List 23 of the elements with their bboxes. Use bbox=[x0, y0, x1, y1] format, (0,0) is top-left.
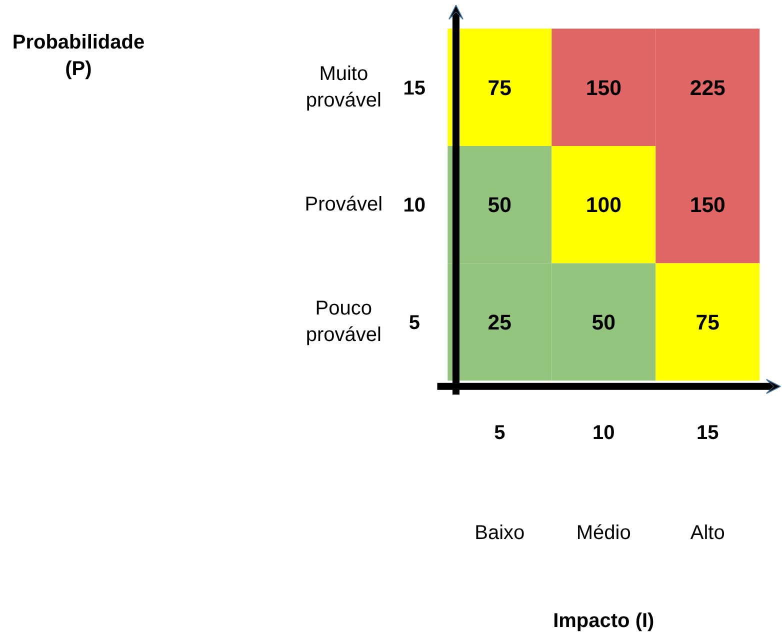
y-tick-label: 15 bbox=[403, 77, 426, 100]
data-label: 25 bbox=[488, 310, 512, 334]
data-label: 75 bbox=[696, 310, 720, 334]
data-label: 225 bbox=[690, 76, 726, 100]
y-tick-label: 10 bbox=[403, 194, 426, 217]
data-label: 100 bbox=[586, 193, 622, 218]
data-label: 150 bbox=[586, 76, 622, 100]
x-tick-label: 10 bbox=[592, 422, 615, 444]
x-tick-label: 15 bbox=[696, 422, 719, 444]
y2-tick-label: Provável bbox=[304, 194, 383, 216]
data-label: 50 bbox=[592, 310, 616, 334]
y2-tick-label: Muito provável bbox=[306, 63, 382, 112]
text: Impacto (I) bbox=[553, 610, 654, 632]
text: Probabilidade (P) bbox=[12, 31, 145, 80]
y-tick-label: 5 bbox=[408, 312, 420, 334]
data-label: 150 bbox=[690, 193, 726, 218]
data-label: 75 bbox=[488, 76, 512, 100]
data-label: 50 bbox=[488, 193, 512, 218]
y2-tick-label: Pouco provável bbox=[306, 298, 382, 346]
text: Alto bbox=[690, 522, 725, 544]
text: Baixo bbox=[474, 522, 525, 544]
x-tick-label: 5 bbox=[494, 422, 506, 444]
text: Médio bbox=[576, 522, 631, 544]
